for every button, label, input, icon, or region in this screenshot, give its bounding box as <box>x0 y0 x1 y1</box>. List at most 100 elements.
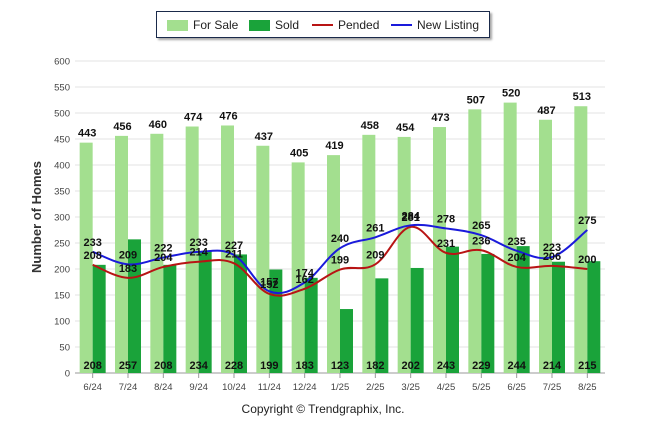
y-axis-title: Number of Homes <box>29 161 44 273</box>
legend-swatch-new-listing <box>391 24 412 26</box>
y-tick-label: 200 <box>54 265 70 276</box>
legend-swatch-sold <box>249 19 270 31</box>
data-label-sold: 182 <box>366 360 384 372</box>
data-label-pended: 183 <box>119 263 137 275</box>
data-label-new-listing: 223 <box>543 242 561 254</box>
y-tick-label: 250 <box>54 239 70 250</box>
bar-for-sale <box>221 125 234 373</box>
bar-sold <box>198 251 212 373</box>
bar-sold <box>410 267 424 373</box>
y-tick-label: 0 <box>65 369 70 380</box>
bar-for-sale <box>185 126 199 374</box>
data-label-sold: 244 <box>507 360 526 372</box>
bar-for-sale <box>291 162 305 373</box>
bar-sold <box>446 246 459 373</box>
data-label-pended: 199 <box>331 255 349 267</box>
data-label-sold: 228 <box>225 360 243 372</box>
data-label-new-listing: 240 <box>331 233 349 245</box>
data-label-for-sale: 473 <box>431 112 449 124</box>
bar-sold <box>304 277 318 373</box>
x-tick-label: 11/24 <box>258 382 281 393</box>
data-label-for-sale: 460 <box>149 119 167 131</box>
data-label-sold: 229 <box>472 360 490 372</box>
data-label-pended: 206 <box>543 251 561 263</box>
data-label-sold: 257 <box>119 360 137 372</box>
data-label-for-sale: 454 <box>396 122 415 134</box>
data-label-new-listing: 278 <box>437 213 455 225</box>
data-label-pended: 152 <box>260 279 278 291</box>
bar-sold <box>163 264 177 373</box>
data-label-pended: 208 <box>83 250 101 262</box>
data-label-new-listing: 261 <box>366 222 384 234</box>
bar-sold <box>92 264 106 373</box>
data-label-new-listing: 284 <box>401 210 420 222</box>
data-label-for-sale: 507 <box>467 94 485 106</box>
data-label-new-listing: 233 <box>83 237 101 249</box>
line-new-listing <box>92 223 588 295</box>
legend-label-sold: Sold <box>275 18 300 32</box>
x-tick-label: 6/25 <box>507 382 526 393</box>
data-label-new-listing: 227 <box>225 240 243 252</box>
data-label-sold: 183 <box>295 360 313 372</box>
x-tick-label: 1/25 <box>331 382 350 393</box>
x-tick-label: 3/25 <box>401 382 420 393</box>
data-label-new-listing: 174 <box>295 268 314 280</box>
data-label-for-sale: 474 <box>184 112 203 124</box>
x-tick-label: 6/24 <box>83 382 102 393</box>
x-tick-label: 7/25 <box>543 382 562 393</box>
data-label-pended: 214 <box>189 247 208 259</box>
data-label-for-sale: 520 <box>502 88 520 100</box>
data-label-for-sale: 456 <box>113 121 131 133</box>
legend-item-sold: Sold <box>249 17 299 33</box>
data-label-sold: 243 <box>437 360 455 372</box>
y-tick-label: 500 <box>54 109 70 120</box>
data-label-pended: 231 <box>437 238 455 250</box>
data-label-sold: 208 <box>83 360 101 372</box>
x-tick-label: 7/24 <box>119 382 138 393</box>
y-tick-label: 550 <box>54 83 70 94</box>
y-tick-label: 600 <box>54 57 70 68</box>
y-tick-label: 450 <box>54 135 70 146</box>
data-label-new-listing: 233 <box>189 237 207 249</box>
x-tick-label: 8/25 <box>578 382 597 393</box>
data-label-new-listing: 275 <box>578 215 596 227</box>
x-tick-label: 4/25 <box>437 382 456 393</box>
data-label-for-sale: 405 <box>290 147 308 159</box>
copyright: Copyright © Trendgraphix, Inc. <box>241 402 405 416</box>
legend-label-new-listing: New Listing <box>417 18 480 32</box>
data-label-new-listing: 209 <box>119 249 137 261</box>
data-label-new-listing: 157 <box>260 276 278 288</box>
data-label-for-sale: 513 <box>573 91 591 103</box>
data-label-pended: 204 <box>154 252 173 264</box>
data-label-sold: 234 <box>189 360 208 372</box>
y-tick-label: 300 <box>54 213 70 224</box>
data-label-pended: 211 <box>225 248 243 260</box>
bar-sold <box>552 261 565 373</box>
bar-for-sale <box>79 142 93 373</box>
bar-sold <box>234 254 247 373</box>
data-label-for-sale: 458 <box>361 120 379 132</box>
bar-for-sale <box>503 102 517 373</box>
bar-for-sale <box>327 155 340 373</box>
data-label-pended: 200 <box>578 254 596 266</box>
bar-for-sale <box>150 133 164 373</box>
bar-sold <box>128 239 141 373</box>
x-tick-label: 10/24 <box>222 382 246 393</box>
data-label-sold: 123 <box>331 360 349 372</box>
data-label-new-listing: 222 <box>154 243 172 255</box>
data-label-for-sale: 437 <box>255 131 273 143</box>
data-label-pended: 204 <box>507 252 526 264</box>
data-label-for-sale: 443 <box>78 128 96 140</box>
data-label-new-listing: 265 <box>472 220 490 232</box>
data-label-new-listing: 235 <box>507 236 525 248</box>
bar-for-sale <box>362 134 376 373</box>
line-pended <box>92 225 588 297</box>
legend-swatch-pended <box>312 24 333 26</box>
legend-label-pended: Pended <box>338 18 380 32</box>
data-label-for-sale: 487 <box>537 105 555 117</box>
data-label-sold: 208 <box>154 360 172 372</box>
legend-swatch-for-sale <box>167 19 188 31</box>
data-label-sold: 202 <box>401 360 419 372</box>
bar-for-sale <box>115 135 128 373</box>
data-label-pended: 236 <box>472 235 490 247</box>
